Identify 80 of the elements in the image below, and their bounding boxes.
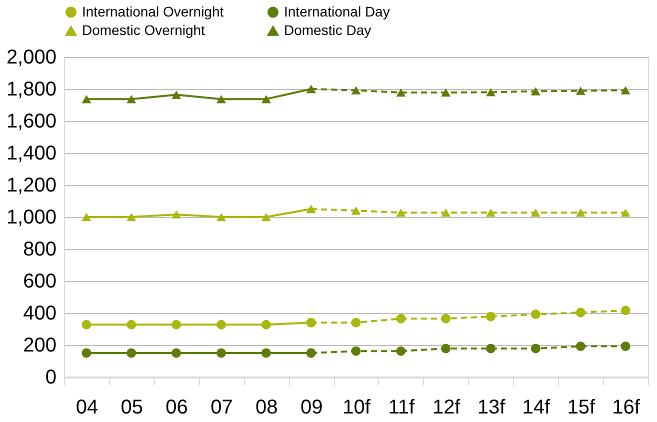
y-tick-label: 800 [23,238,56,260]
point [396,208,406,217]
point [351,86,361,94]
x-tick-label: 14f [522,396,551,418]
legend-label: International Overnight [82,3,224,20]
point [576,308,586,318]
x-tick-label: 04 [76,396,98,418]
point [396,88,406,97]
point [620,342,630,352]
point [216,320,226,330]
point [172,320,182,330]
point [306,318,316,328]
point [172,210,182,219]
point [486,208,496,217]
point [486,312,496,322]
point [441,314,451,324]
x-tick-label: 11f [388,396,416,418]
point [441,344,451,354]
point [576,342,586,352]
point [396,346,406,356]
point [216,212,226,222]
x-tick-label: 08 [256,396,278,418]
point [216,348,226,358]
point [82,348,92,358]
x-tick-label: 09 [300,396,323,418]
point [261,212,271,222]
x-tick-label: 06 [166,396,188,418]
point [530,87,540,96]
point [261,320,271,330]
point [126,212,136,222]
point [82,320,92,330]
point [126,348,136,358]
point [172,348,182,358]
point [441,88,451,97]
point [306,348,316,358]
point [351,346,361,356]
legend-label: International Day [284,3,390,20]
y-tick-label: 1,400 [6,142,56,164]
point [216,94,226,104]
y-tick-label: 600 [23,270,56,292]
y-tick-label: 1,600 [6,110,56,132]
y-tick-label: 1,000 [6,206,56,228]
point [620,86,630,94]
y-tick-label: 400 [23,302,56,324]
y-tick-label: 200 [23,334,56,356]
x-tick-label: 15f [567,396,596,418]
legend-label: Domestic Overnight [82,22,206,38]
point [620,306,630,316]
x-tick-label: 07 [210,396,233,418]
y-tick-label: 1,200 [6,174,56,196]
point [126,94,136,104]
x-tick-label: 10f [342,396,371,418]
point [351,318,361,328]
x-tick-label: 12f [432,396,461,418]
legend-label: Domestic Day [284,22,372,38]
point [530,208,540,217]
point [530,344,540,354]
y-tick-label: 1,800 [6,78,56,100]
point [261,94,271,104]
point [172,90,182,99]
point [530,310,540,320]
point [82,94,92,104]
point [306,204,316,214]
point [486,344,496,354]
point [261,348,271,358]
point [351,206,361,215]
point [126,320,136,330]
point [82,212,92,222]
point [486,88,496,96]
point [306,84,316,94]
point [620,208,630,217]
point [576,208,586,217]
y-tick-label: 2,000 [6,46,56,68]
x-tick-label: 16f [612,396,640,418]
x-tick-label: 13f [477,396,506,418]
point [441,208,451,217]
y-tick-label: 0 [45,366,56,388]
x-tick-label: 05 [120,396,144,418]
point [396,314,406,324]
point [576,86,586,95]
